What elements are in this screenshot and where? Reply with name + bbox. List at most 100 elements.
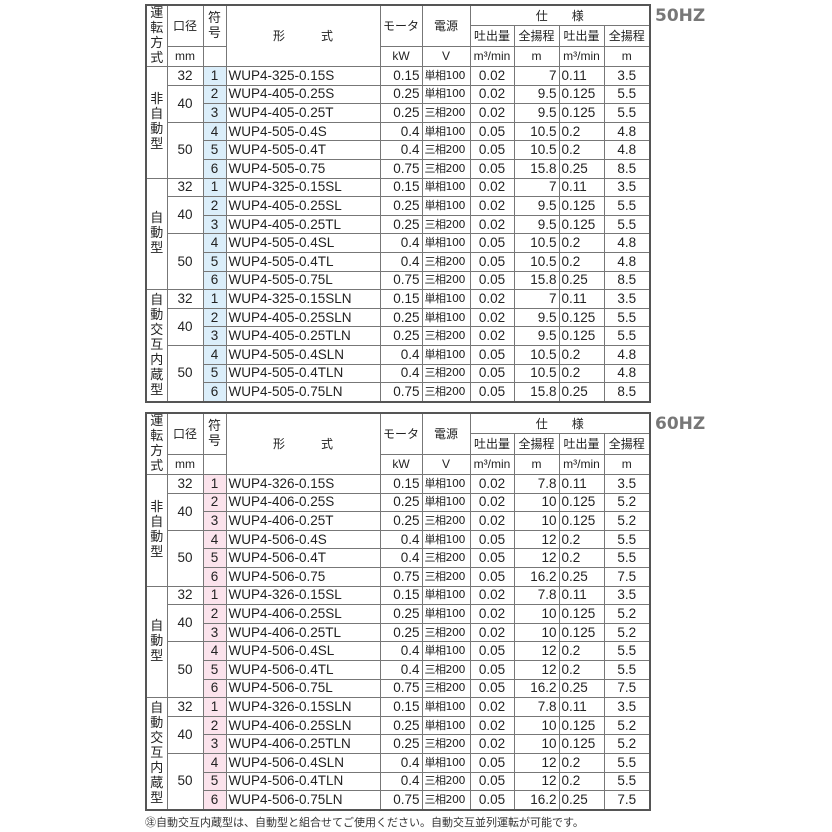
- head2-cell: 5.5: [603, 752, 651, 773]
- bore-cell: 32: [166, 66, 204, 86]
- power-cell: 単相100: [421, 344, 471, 365]
- header-spec: 仕 様: [469, 4, 651, 27]
- symbol-cell: 5: [202, 140, 227, 160]
- table-row: 3 WUP4-406-0.25TLN 0.25 三相200 0.02 10 0.…: [146, 734, 651, 754]
- power-cell: 単相100: [421, 233, 471, 253]
- flow1-cell: 0.02: [469, 622, 515, 643]
- symbol-cell: 5: [202, 659, 227, 680]
- motor-cell: 0.25: [379, 511, 423, 531]
- table-row: 自動型 32 1 WUP4-325-0.15SL 0.15 単相100 0.02 7…: [145, 177, 651, 291]
- flow1-cell: 0.05: [469, 566, 515, 587]
- flow2-cell: 0.25: [558, 382, 605, 403]
- power-cell: 三相200: [421, 548, 471, 568]
- head2-cell: 4.8: [603, 233, 651, 253]
- symbol-cell: 4: [202, 529, 227, 550]
- header-model: 形 式: [225, 4, 381, 67]
- head2-cell: 5.5: [603, 659, 651, 680]
- motor-cell: 0.25: [379, 214, 423, 235]
- bore-cell: 40: [166, 715, 204, 754]
- symbol-cell: 4: [202, 641, 227, 661]
- model-cell: WUP4-406-0.25SLN: [225, 715, 381, 736]
- symbol-cell: 5: [202, 363, 227, 384]
- motor-cell: 0.25: [379, 492, 423, 513]
- flow1-cell: 0.02: [469, 214, 515, 235]
- mode-cell: 非自動型: [145, 66, 168, 179]
- flow2-cell: 0.125: [558, 492, 605, 513]
- power-cell: 三相200: [421, 622, 471, 643]
- flow1-cell: 0.02: [469, 492, 515, 513]
- power-cell: 単相100: [421, 84, 471, 105]
- symbol-cell: 3: [202, 326, 227, 346]
- motor-cell: 0.4: [379, 641, 423, 661]
- unit-q1: m³/min: [469, 453, 515, 476]
- power-cell: 三相200: [421, 771, 471, 792]
- head2-cell: 4.8: [603, 140, 651, 160]
- model-cell: WUP4-326-0.15SLN: [225, 697, 381, 717]
- table-row: 40 2 WUP4-405-0.25SLN 0.25 単相100 0.02 9.5…: [146, 307, 651, 346]
- table-row: 非自動型 32 1 WUP4-326-0.15S 0.15 単相100 0.02 7…: [145, 474, 651, 587]
- motor-cell: 0.4: [379, 529, 423, 550]
- table-row: 3 WUP4-405-0.25T 0.25 三相200 0.02 9.5 0.1…: [146, 103, 651, 123]
- model-cell: WUP4-505-0.75LN: [225, 382, 381, 403]
- flow2-cell: 0.125: [558, 511, 605, 531]
- model-cell: WUP4-506-0.75: [225, 566, 381, 587]
- flow2-cell: 0.125: [558, 214, 605, 235]
- flow2-cell: 0.125: [558, 622, 605, 643]
- head2-cell: 5.2: [603, 511, 651, 531]
- model-cell: WUP4-505-0.4T: [225, 140, 381, 160]
- power-cell: 単相100: [421, 752, 471, 773]
- bore-cell: 32: [166, 585, 204, 606]
- motor-cell: 0.4: [379, 121, 423, 142]
- head2-cell: 3.5: [603, 289, 651, 309]
- mode-cell: 自動型: [145, 177, 168, 291]
- model-cell: WUP4-505-0.4TLN: [225, 363, 381, 384]
- head2-cell: 4.8: [603, 344, 651, 365]
- flow2-cell: 0.25: [558, 790, 605, 811]
- mode-cell: 自動型: [145, 585, 168, 699]
- header-bore: 口径: [166, 4, 204, 47]
- head2-cell: 5.5: [603, 641, 651, 661]
- model-cell: WUP4-405-0.25TLN: [225, 326, 381, 346]
- head2-cell: 5.5: [603, 307, 651, 328]
- bore-cell: 40: [166, 604, 204, 643]
- head2-cell: 5.5: [603, 214, 651, 235]
- bore-cell: 32: [166, 474, 204, 494]
- flow1-cell: 0.02: [469, 307, 515, 328]
- head1-cell: 7.8: [513, 697, 560, 717]
- head1-cell: 16.2: [513, 678, 560, 699]
- symbol-cell: 2: [202, 307, 227, 328]
- unit-h2: m: [603, 453, 651, 476]
- head2-cell: 7.5: [603, 678, 651, 699]
- symbol-cell: 4: [202, 233, 227, 253]
- head1-cell: 9.5: [513, 103, 560, 123]
- table-row: 5 WUP4-505-0.4TL 0.4 三相200 0.05 10.5 0.2…: [146, 251, 651, 272]
- symbol-cell: 1: [202, 585, 227, 606]
- flow1-cell: 0.05: [469, 659, 515, 680]
- head1-cell: 7: [513, 66, 560, 86]
- unit-q2: m³/min: [558, 453, 605, 476]
- head1-cell: 10: [513, 715, 560, 736]
- head1-cell: 10.5: [513, 140, 560, 160]
- flow1-cell: 0.05: [469, 752, 515, 773]
- unit-bore: mm: [166, 45, 204, 68]
- head2-cell: 3.5: [603, 697, 651, 717]
- bore-cell: 32: [166, 177, 204, 198]
- model-cell: WUP4-506-0.4TLN: [225, 771, 381, 792]
- flow1-cell: 0.05: [469, 233, 515, 253]
- power-cell: 三相200: [421, 103, 471, 123]
- table-row: 3 WUP4-406-0.25T 0.25 三相200 0.02 10 0.12…: [146, 511, 651, 531]
- spec-table-50hz: 運転方式 口径 符号 形 式 モータ 電源 仕 様 吐出量 全揚程 吐出量 全揚程 m…: [145, 4, 652, 403]
- head2-cell: 5.2: [603, 734, 651, 754]
- flow1-cell: 0.05: [469, 548, 515, 568]
- flow2-cell: 0.11: [558, 289, 605, 309]
- unit-bore: mm: [166, 453, 204, 476]
- flow1-cell: 0.02: [469, 196, 515, 216]
- model-cell: WUP4-506-0.4SL: [225, 641, 381, 661]
- bore-cell: 40: [166, 84, 204, 123]
- symbol-cell: 1: [202, 289, 227, 309]
- table-row: 非自動型 32 1 WUP4-325-0.15S 0.15 単相100 0.02 7…: [145, 66, 651, 179]
- bore-cell: 40: [166, 196, 204, 235]
- power-cell: 三相200: [421, 790, 471, 811]
- power-cell: 三相200: [421, 734, 471, 754]
- flow2-cell: 0.2: [558, 771, 605, 792]
